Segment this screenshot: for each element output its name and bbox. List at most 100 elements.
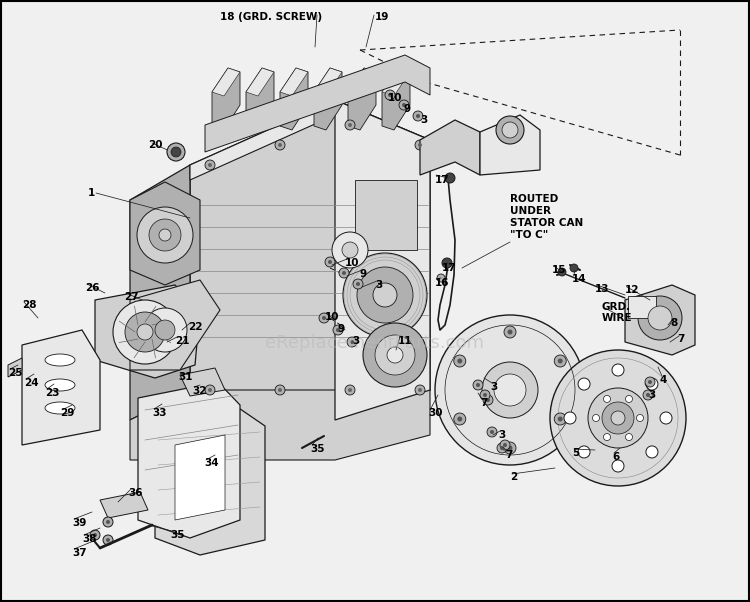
Circle shape bbox=[357, 267, 413, 323]
Text: 22: 22 bbox=[188, 322, 202, 332]
Text: 7: 7 bbox=[480, 398, 488, 408]
Circle shape bbox=[385, 90, 395, 100]
Circle shape bbox=[278, 388, 282, 392]
Circle shape bbox=[350, 340, 354, 344]
Text: 33: 33 bbox=[152, 408, 166, 418]
Circle shape bbox=[208, 163, 212, 167]
Circle shape bbox=[638, 296, 682, 340]
Circle shape bbox=[500, 446, 504, 450]
Circle shape bbox=[490, 430, 494, 434]
Text: 3: 3 bbox=[352, 336, 359, 346]
Circle shape bbox=[645, 377, 655, 387]
Text: 14: 14 bbox=[572, 274, 586, 284]
Circle shape bbox=[494, 374, 526, 406]
Polygon shape bbox=[314, 68, 342, 96]
Circle shape bbox=[496, 116, 524, 144]
Text: 12: 12 bbox=[625, 285, 640, 295]
Circle shape bbox=[508, 329, 512, 335]
Circle shape bbox=[454, 413, 466, 425]
Circle shape bbox=[205, 160, 215, 170]
Circle shape bbox=[325, 257, 335, 267]
Polygon shape bbox=[95, 285, 200, 378]
Polygon shape bbox=[420, 120, 480, 175]
Circle shape bbox=[167, 143, 185, 161]
Circle shape bbox=[418, 143, 422, 147]
Polygon shape bbox=[625, 285, 695, 355]
Circle shape bbox=[554, 413, 566, 425]
Circle shape bbox=[356, 282, 360, 286]
Text: 10: 10 bbox=[325, 312, 340, 322]
Text: 36: 36 bbox=[128, 488, 142, 498]
Polygon shape bbox=[130, 165, 190, 420]
Circle shape bbox=[93, 533, 97, 537]
Circle shape bbox=[458, 417, 462, 421]
Text: 37: 37 bbox=[72, 548, 86, 558]
Circle shape bbox=[578, 446, 590, 458]
Polygon shape bbox=[348, 68, 376, 96]
Circle shape bbox=[339, 268, 349, 278]
Circle shape bbox=[415, 385, 425, 395]
Polygon shape bbox=[130, 280, 220, 370]
Polygon shape bbox=[100, 492, 148, 518]
Circle shape bbox=[473, 380, 483, 390]
Circle shape bbox=[387, 347, 403, 363]
Text: 9: 9 bbox=[360, 269, 368, 279]
Circle shape bbox=[348, 388, 352, 392]
Circle shape bbox=[508, 445, 512, 450]
Circle shape bbox=[342, 242, 358, 258]
Circle shape bbox=[604, 396, 610, 403]
Bar bbox=[355, 180, 417, 250]
Circle shape bbox=[418, 388, 422, 392]
Circle shape bbox=[612, 460, 624, 472]
Polygon shape bbox=[22, 330, 100, 445]
Circle shape bbox=[347, 337, 357, 347]
Circle shape bbox=[660, 412, 672, 424]
Text: 16: 16 bbox=[435, 278, 449, 288]
Circle shape bbox=[137, 324, 153, 340]
Circle shape bbox=[345, 120, 355, 130]
Circle shape bbox=[480, 390, 490, 400]
Circle shape bbox=[626, 433, 632, 441]
Circle shape bbox=[415, 140, 425, 150]
Circle shape bbox=[487, 427, 497, 437]
Circle shape bbox=[588, 388, 648, 448]
Circle shape bbox=[319, 313, 329, 323]
Circle shape bbox=[332, 232, 368, 268]
Text: 13: 13 bbox=[595, 284, 610, 294]
Circle shape bbox=[502, 122, 518, 138]
Text: 7: 7 bbox=[677, 334, 684, 344]
Circle shape bbox=[558, 359, 562, 364]
Text: 10: 10 bbox=[345, 258, 359, 268]
Circle shape bbox=[106, 520, 110, 524]
Text: 25: 25 bbox=[8, 368, 22, 378]
Circle shape bbox=[454, 355, 466, 367]
Circle shape bbox=[336, 328, 340, 332]
Text: 8: 8 bbox=[670, 318, 677, 328]
Circle shape bbox=[125, 312, 165, 352]
Text: 17: 17 bbox=[435, 175, 450, 185]
Circle shape bbox=[482, 362, 538, 418]
Circle shape bbox=[504, 442, 516, 454]
Polygon shape bbox=[480, 115, 540, 175]
Text: 6: 6 bbox=[612, 452, 620, 462]
Text: 10: 10 bbox=[388, 93, 403, 103]
Circle shape bbox=[435, 315, 585, 465]
Text: 2: 2 bbox=[510, 472, 518, 482]
Polygon shape bbox=[382, 68, 410, 96]
Circle shape bbox=[416, 114, 420, 118]
Circle shape bbox=[483, 393, 487, 397]
Circle shape bbox=[388, 93, 392, 97]
Circle shape bbox=[113, 300, 177, 364]
Text: 9: 9 bbox=[404, 104, 411, 114]
Text: 3: 3 bbox=[648, 390, 656, 400]
Text: 29: 29 bbox=[60, 408, 74, 418]
Text: 27: 27 bbox=[124, 292, 139, 302]
Polygon shape bbox=[314, 68, 342, 130]
Circle shape bbox=[275, 385, 285, 395]
Polygon shape bbox=[246, 68, 274, 96]
Text: 17: 17 bbox=[442, 263, 457, 273]
Circle shape bbox=[353, 279, 363, 289]
Text: 20: 20 bbox=[148, 140, 163, 150]
Circle shape bbox=[558, 417, 562, 421]
Circle shape bbox=[171, 147, 181, 157]
